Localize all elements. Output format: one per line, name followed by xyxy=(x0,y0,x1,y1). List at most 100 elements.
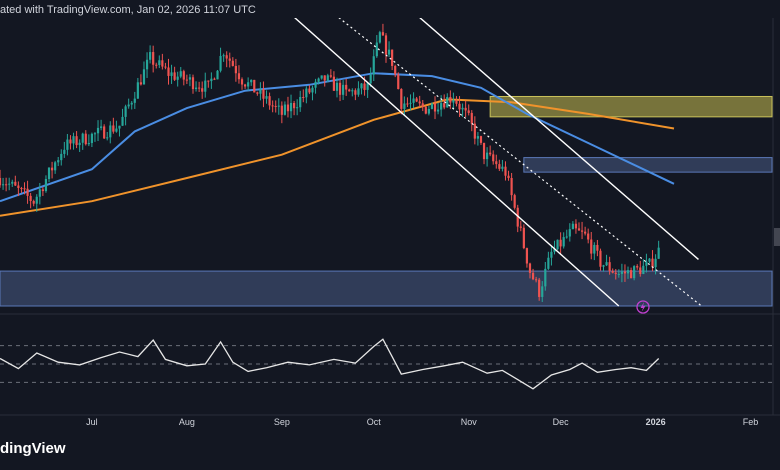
candle-body xyxy=(103,126,106,139)
candle-body xyxy=(525,248,529,264)
candle-body xyxy=(136,82,139,99)
candle-body xyxy=(240,79,244,85)
candle-body xyxy=(130,102,133,105)
candle-body xyxy=(642,265,645,274)
candle-body xyxy=(50,167,54,171)
candle-body xyxy=(247,82,250,87)
candle-body xyxy=(406,103,409,105)
candle-body xyxy=(308,88,311,93)
candle-body xyxy=(182,71,185,80)
candle-body xyxy=(584,231,587,234)
candle-body xyxy=(464,107,467,111)
candle-body xyxy=(360,83,363,89)
candle-body xyxy=(194,87,198,90)
candle-body xyxy=(338,82,342,95)
candle-body xyxy=(173,72,176,80)
candle-body xyxy=(446,96,449,108)
candle-body xyxy=(559,239,562,247)
x-tick-label: Dec xyxy=(553,417,570,427)
candle-body xyxy=(651,258,654,268)
candle-body xyxy=(72,136,75,144)
candle-body xyxy=(35,196,38,204)
candle-body xyxy=(538,279,541,297)
candle-body xyxy=(176,76,179,80)
candle-body xyxy=(504,166,507,176)
candle-body xyxy=(519,226,522,228)
candle-body xyxy=(452,100,455,103)
candle-body xyxy=(639,267,642,274)
candle-body xyxy=(412,98,415,103)
candle-body xyxy=(535,279,538,281)
candle-body xyxy=(280,105,283,115)
candle-body xyxy=(547,257,550,269)
candle-body xyxy=(501,166,504,169)
channel-line-2 xyxy=(338,18,702,307)
candle-body xyxy=(243,84,247,87)
candle-body xyxy=(204,80,207,92)
candle-body xyxy=(237,73,241,80)
candle-body xyxy=(115,128,118,132)
candle-body xyxy=(345,84,348,90)
candle-body xyxy=(531,272,535,280)
candle-body xyxy=(57,160,60,163)
candle-body xyxy=(620,271,623,274)
candle-body xyxy=(250,79,253,83)
candle-body xyxy=(562,237,565,247)
candle-body xyxy=(127,104,130,107)
candle-body xyxy=(253,79,256,93)
candle-body xyxy=(391,49,394,66)
candle-body xyxy=(93,133,97,135)
candle-body xyxy=(201,88,204,92)
candle-body xyxy=(577,228,581,231)
candle-body xyxy=(289,102,293,112)
zone-0 xyxy=(0,270,773,307)
candle-body xyxy=(106,137,109,139)
candle-body xyxy=(443,103,446,108)
candle-body xyxy=(228,58,231,61)
candle-body xyxy=(109,125,112,138)
candle-body xyxy=(495,161,498,165)
candle-body xyxy=(568,229,571,237)
candle-body xyxy=(415,98,418,102)
candle-body xyxy=(326,75,329,81)
candle-body xyxy=(54,162,57,171)
candle-body xyxy=(305,88,308,98)
candle-body xyxy=(409,102,412,104)
rsi-line xyxy=(0,338,660,390)
candle-body xyxy=(1,184,5,186)
event-marker-icon xyxy=(636,300,650,314)
candle-body xyxy=(317,78,320,82)
candle-body xyxy=(430,103,434,109)
candle-body xyxy=(556,239,559,250)
candle-body xyxy=(513,195,516,208)
x-tick-label: Sep xyxy=(274,417,290,427)
candle-body xyxy=(145,59,149,70)
candle-body xyxy=(553,249,556,252)
candle-body xyxy=(225,55,228,59)
candle-body xyxy=(617,273,620,275)
candle-body xyxy=(219,55,222,71)
x-tick-label: Oct xyxy=(367,417,382,427)
candle-body xyxy=(498,164,501,169)
header-attribution: ated with TradingView.com, Jan 02, 2026 … xyxy=(0,4,256,16)
candle-body xyxy=(112,125,115,132)
candle-body xyxy=(90,133,94,144)
candle-body xyxy=(470,112,473,124)
candle-body xyxy=(231,60,234,66)
candle-body xyxy=(400,88,403,109)
candle-body xyxy=(654,258,657,268)
candle-body xyxy=(75,136,78,146)
candle-body xyxy=(397,74,400,89)
candle-body xyxy=(357,88,360,95)
candle-body xyxy=(216,70,219,80)
candle-body xyxy=(274,105,277,107)
candle-body xyxy=(213,78,216,80)
candle-body xyxy=(63,149,66,154)
candle-body xyxy=(351,90,354,92)
candle-body xyxy=(335,82,339,91)
candle-body xyxy=(118,125,121,129)
candle-body xyxy=(510,177,513,196)
candle-body xyxy=(41,189,44,192)
candle-body xyxy=(387,49,391,55)
